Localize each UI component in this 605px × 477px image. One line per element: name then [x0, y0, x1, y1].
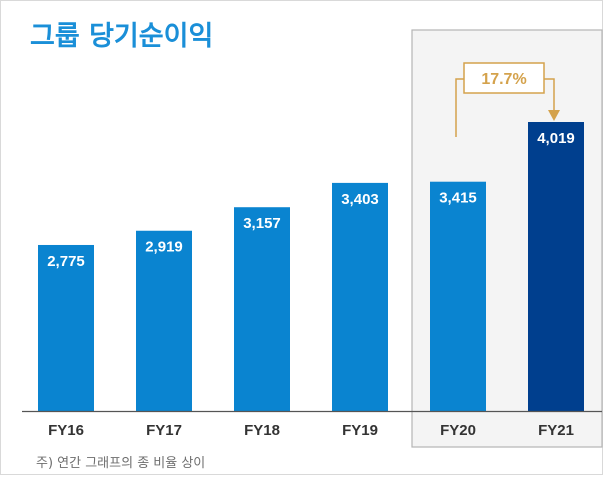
- value-label-fy17: 2,919: [145, 239, 183, 256]
- category-label-fy19: FY19: [342, 422, 378, 439]
- category-label-fy21: FY21: [538, 422, 574, 439]
- footnote: 주) 연간 그래프의 종 비율 상이: [36, 456, 206, 471]
- category-label-fy17: FY17: [146, 422, 182, 439]
- chart-title: 그룹 당기순이익: [30, 21, 214, 52]
- category-label-fy16: FY16: [48, 422, 84, 439]
- value-label-fy16: 2,775: [47, 253, 85, 270]
- category-label-fy18: FY18: [244, 422, 280, 439]
- growth-arrow-head: [548, 110, 560, 121]
- bar-fy16: [38, 244, 94, 411]
- category-label-fy20: FY20: [440, 422, 476, 439]
- bar-fy18: [234, 207, 290, 411]
- growth-label-box: [463, 62, 545, 94]
- value-label-fy21: 4,019: [537, 130, 575, 147]
- bar-fy21: [528, 122, 584, 411]
- value-label-fy18: 3,157: [243, 215, 281, 232]
- value-label-fy19: 3,403: [341, 191, 379, 208]
- growth-connector-right: [544, 78, 555, 111]
- value-label-fy20: 3,415: [439, 190, 477, 207]
- bar-fy19: [332, 182, 388, 411]
- growth-label: 17.7%: [481, 71, 526, 88]
- growth-connector-left: [455, 78, 464, 137]
- bar-fy17: [136, 230, 192, 411]
- bar-fy20: [430, 181, 486, 411]
